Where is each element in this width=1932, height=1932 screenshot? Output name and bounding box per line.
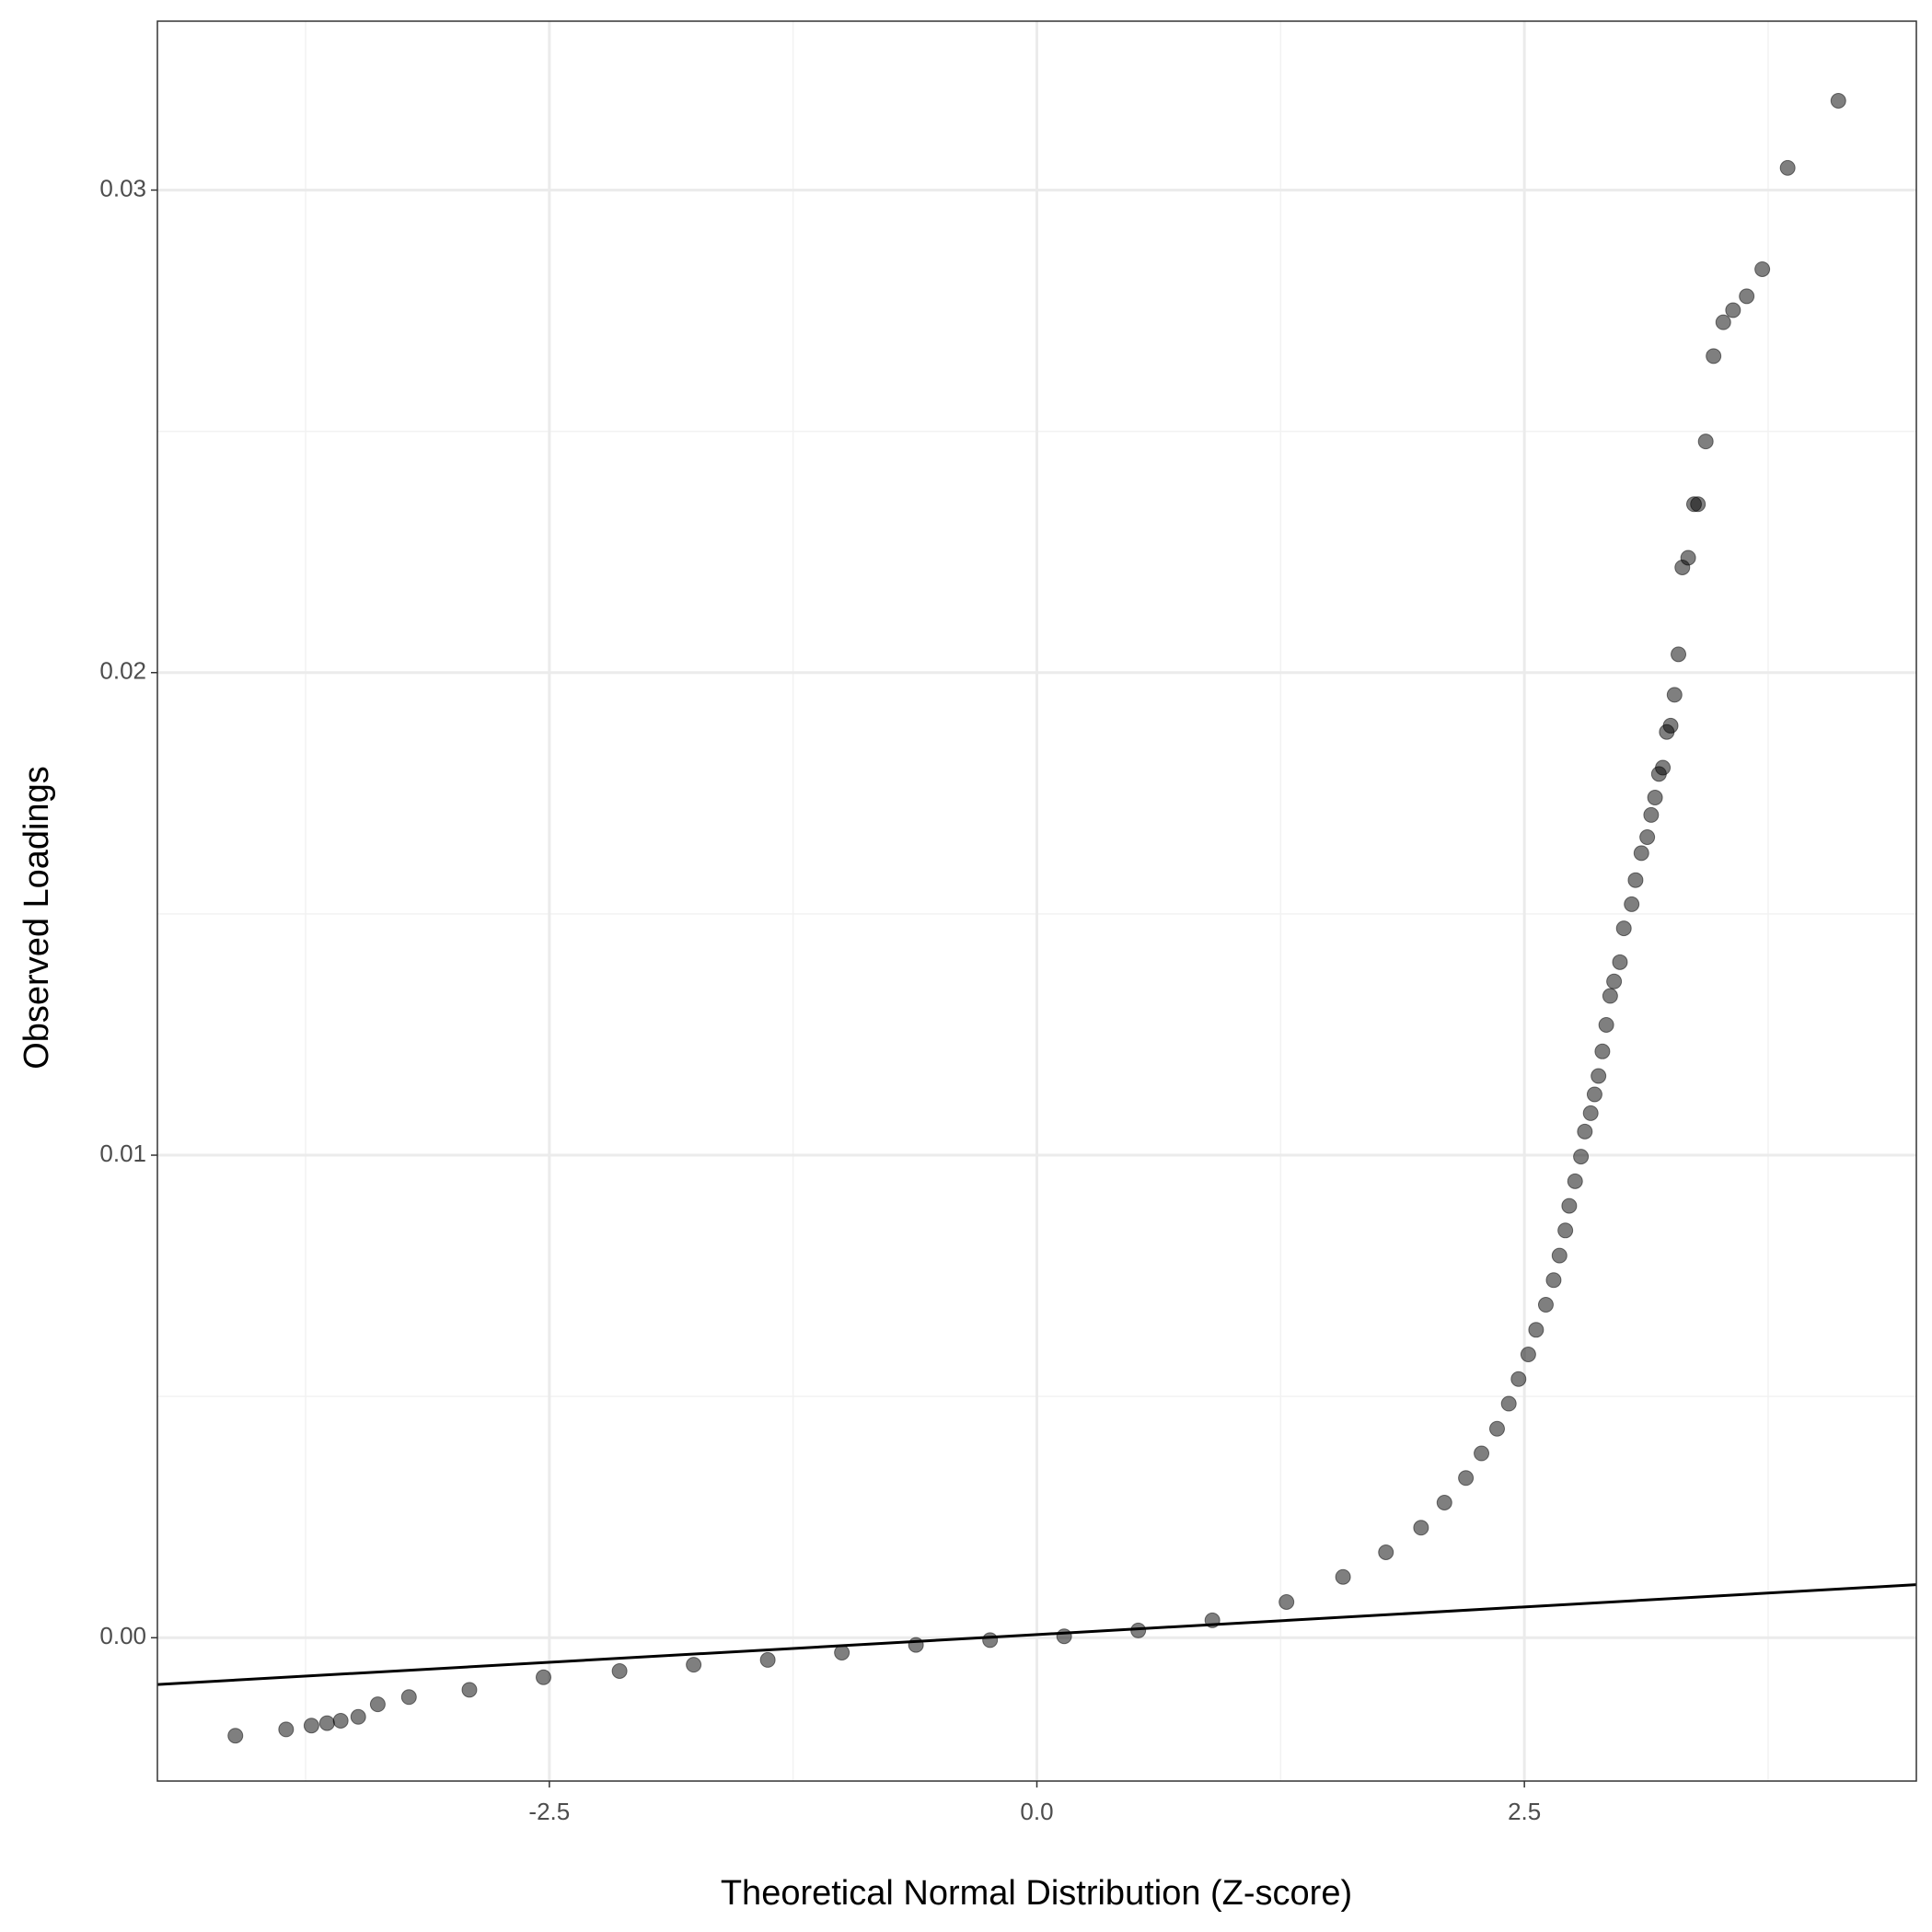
point	[1615, 920, 1632, 937]
point	[350, 1708, 366, 1725]
point	[1612, 954, 1628, 970]
point	[1662, 717, 1679, 734]
point	[1680, 550, 1696, 566]
point	[1586, 1086, 1602, 1103]
point	[1633, 845, 1649, 862]
x-tick-label: -2.5	[528, 1798, 570, 1825]
point	[1598, 1016, 1614, 1033]
x-tick-label: 0.0	[1020, 1798, 1053, 1825]
point	[1715, 314, 1731, 330]
point	[611, 1662, 628, 1679]
point	[278, 1721, 295, 1738]
point	[1643, 806, 1660, 823]
point	[1697, 434, 1714, 450]
point	[1557, 1222, 1574, 1239]
point	[1690, 496, 1706, 513]
point	[1335, 1568, 1351, 1585]
point	[1537, 1297, 1554, 1313]
point	[1706, 348, 1722, 364]
point	[1627, 872, 1644, 888]
y-tick-label: 0.00	[99, 1622, 146, 1649]
point	[1510, 1371, 1527, 1387]
point	[1520, 1347, 1536, 1363]
point	[1606, 973, 1623, 989]
point	[227, 1728, 244, 1744]
point	[400, 1689, 417, 1706]
point	[1567, 1173, 1583, 1189]
point	[1602, 988, 1618, 1004]
point	[1594, 1043, 1611, 1059]
point	[1056, 1628, 1072, 1645]
point	[1830, 93, 1846, 110]
point	[1754, 260, 1771, 277]
point	[332, 1712, 349, 1729]
point	[1378, 1544, 1394, 1560]
point	[1573, 1149, 1590, 1165]
point	[759, 1651, 776, 1668]
point	[1725, 302, 1741, 318]
point	[303, 1718, 319, 1734]
point	[686, 1657, 702, 1673]
point	[318, 1715, 335, 1731]
point	[1278, 1593, 1295, 1610]
point	[1671, 646, 1687, 663]
point	[1458, 1470, 1475, 1487]
point	[535, 1669, 551, 1685]
point	[1545, 1272, 1562, 1289]
point	[1413, 1520, 1429, 1536]
reference-line	[156, 1583, 1917, 1686]
x-tick-label: 2.5	[1508, 1798, 1541, 1825]
point	[1655, 759, 1672, 776]
point	[461, 1682, 478, 1698]
y-tick-label: 0.03	[99, 174, 146, 202]
x-axis-title: Theoretical Normal Distribution (Z-score…	[721, 1874, 1352, 1913]
point	[1577, 1123, 1593, 1140]
point	[1582, 1105, 1599, 1121]
point	[1500, 1395, 1517, 1412]
point	[1739, 288, 1755, 305]
point	[1666, 687, 1683, 703]
y-tick-label: 0.01	[99, 1140, 146, 1167]
plot-border	[156, 20, 1917, 1782]
point	[1561, 1197, 1578, 1214]
y-axis-title: Observed Loadings	[17, 766, 56, 1070]
point	[1779, 159, 1796, 176]
point	[1488, 1420, 1505, 1437]
point	[1624, 896, 1640, 912]
point	[1647, 790, 1663, 806]
point	[982, 1632, 999, 1649]
point	[1591, 1068, 1607, 1084]
point	[1436, 1494, 1452, 1510]
point	[1474, 1445, 1490, 1462]
point	[834, 1645, 850, 1661]
point	[369, 1696, 386, 1713]
point	[1528, 1322, 1544, 1338]
point	[1639, 829, 1656, 846]
point	[1551, 1247, 1568, 1264]
y-tick-label: 0.02	[99, 657, 146, 685]
